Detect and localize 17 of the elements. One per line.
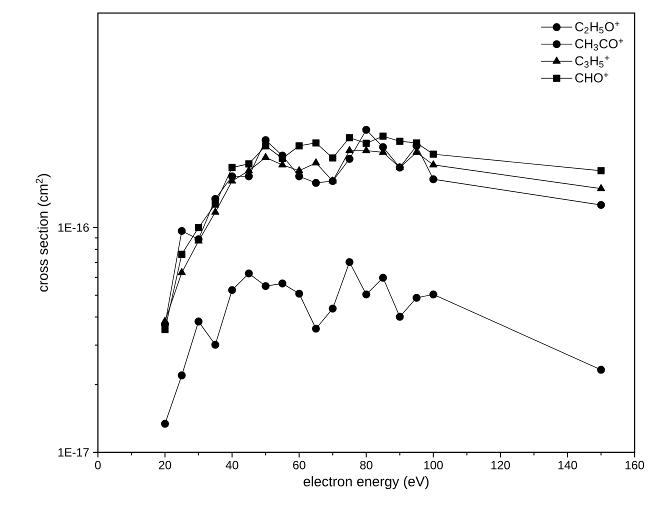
x-tick-label: 0: [95, 460, 101, 470]
x-tick-label: 40: [226, 460, 238, 470]
legend-label: CH$_{3}$CO$^{+}$: [575, 38, 624, 51]
legend-label: CHO$^{+}$: [575, 72, 608, 82]
legend-label: C$_{2}$H$_{5}$O$^{+}$: [575, 22, 620, 34]
x-tick-label: 160: [626, 460, 644, 470]
legend-label: C$_{3}$H$_{5}$+: [575, 56, 610, 68]
y-tick-label: 1E-17: [58, 448, 89, 456]
x-axis-title: electron energy (eV): [304, 476, 429, 490]
y-axis-title: cross section (cm$^{2}$): [36, 174, 51, 292]
x-tick-label: 20: [158, 460, 172, 470]
x-tick-label: 60: [293, 460, 306, 470]
x-tick-label: 100: [424, 460, 443, 470]
x-tick-label: 140: [558, 460, 578, 470]
x-tick-label: 120: [491, 460, 510, 470]
x-tick-label: 80: [360, 460, 372, 470]
y-tick-label: 1E-16: [58, 223, 89, 232]
